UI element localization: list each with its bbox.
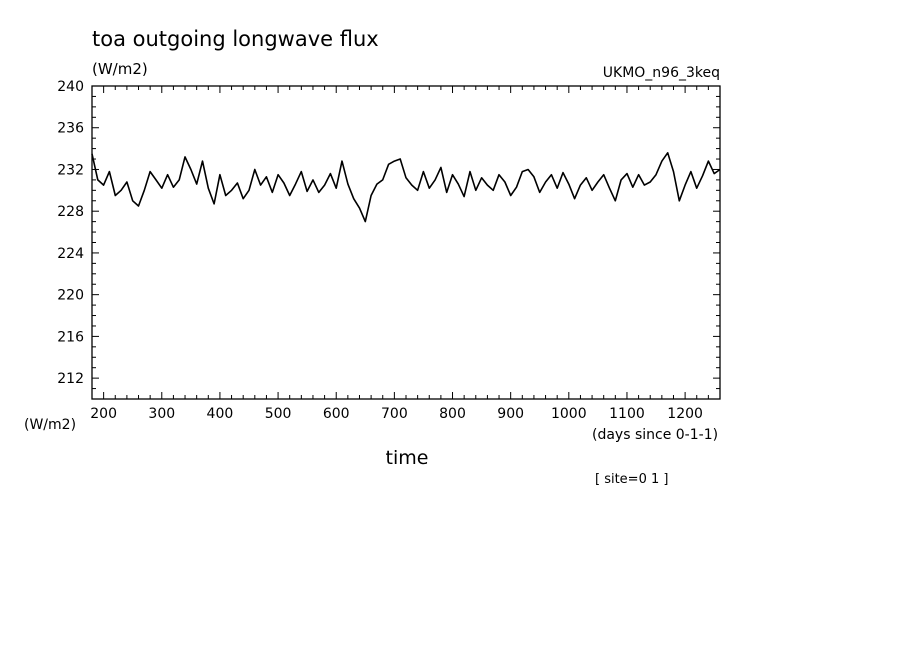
x-axis: 200 300 400 500 600 700 800 900 1000 1100 1200 bbox=[90, 86, 721, 422]
y-axis: 212 216 220 224 228 232 236 240 bbox=[57, 79, 720, 400]
dataset-label: UKMO_n96_3keq bbox=[603, 65, 720, 81]
x-tick-label: 1000 bbox=[551, 406, 587, 422]
x-tick-label: 200 bbox=[90, 406, 117, 422]
y-tick-label: 240 bbox=[57, 79, 84, 95]
y-tick-label: 236 bbox=[57, 121, 84, 137]
x-axis-title: time bbox=[386, 447, 429, 469]
x-tick-label: 600 bbox=[323, 406, 350, 422]
x-tick-label: 400 bbox=[207, 406, 234, 422]
y-tick-label: 224 bbox=[57, 246, 84, 262]
y-axis-unit-label: (W/m2) bbox=[24, 417, 76, 433]
x-axis-units-label: (days since 0-1-1) bbox=[592, 427, 718, 443]
y-tick-label: 220 bbox=[57, 288, 84, 304]
y-tick-label: 212 bbox=[57, 371, 84, 387]
x-tick-label: 300 bbox=[148, 406, 175, 422]
x-tick-label: 800 bbox=[439, 406, 466, 422]
chart-title: toa outgoing longwave flux bbox=[92, 27, 379, 51]
x-tick-label: 700 bbox=[381, 406, 408, 422]
chart-subtitle: (W/m2) bbox=[92, 60, 148, 78]
series-line bbox=[91, 152, 721, 223]
x-tick-label: 1100 bbox=[609, 406, 645, 422]
plot-frame bbox=[91, 85, 721, 400]
y-tick-label: 228 bbox=[57, 204, 84, 220]
site-annotation: [ site=0 1 ] bbox=[595, 472, 668, 487]
y-tick-label: 216 bbox=[57, 329, 84, 345]
x-tick-label: 900 bbox=[497, 406, 524, 422]
x-tick-label: 500 bbox=[265, 406, 292, 422]
y-tick-label: 232 bbox=[57, 162, 84, 178]
x-tick-label: 1200 bbox=[667, 406, 703, 422]
